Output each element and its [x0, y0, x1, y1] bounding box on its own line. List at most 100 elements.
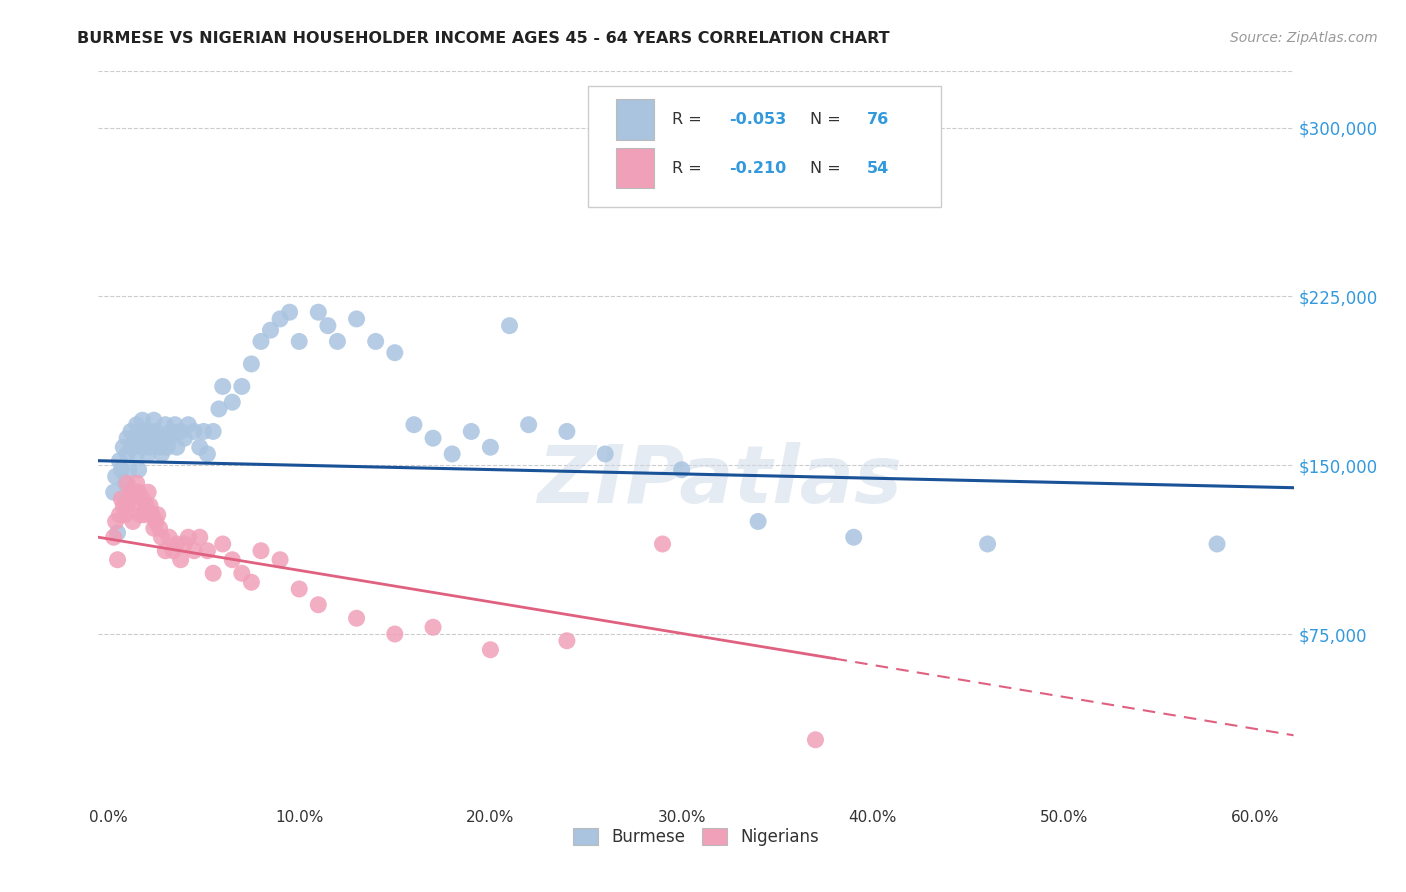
Point — [128, 463, 150, 477]
Point — [288, 334, 311, 349]
Point — [202, 425, 225, 439]
Text: N =: N = — [810, 112, 845, 127]
Point — [134, 508, 156, 522]
Point — [364, 334, 387, 349]
Text: -0.210: -0.210 — [730, 161, 787, 176]
Point — [211, 537, 233, 551]
Point — [498, 318, 520, 333]
Point — [136, 485, 159, 500]
Point — [231, 566, 253, 581]
Point — [460, 425, 482, 439]
Point — [240, 575, 263, 590]
Point — [146, 431, 169, 445]
Point — [145, 515, 167, 529]
Point — [145, 425, 167, 439]
Point — [1206, 537, 1229, 551]
Point — [112, 440, 135, 454]
Point — [139, 499, 162, 513]
Point — [269, 553, 291, 567]
Point — [197, 447, 219, 461]
Point — [183, 425, 205, 439]
Point — [114, 508, 136, 522]
Point — [188, 440, 211, 454]
Text: R =: R = — [672, 112, 707, 127]
Point — [555, 633, 578, 648]
FancyBboxPatch shape — [616, 148, 654, 188]
Point — [240, 357, 263, 371]
Point — [221, 553, 243, 567]
Text: BURMESE VS NIGERIAN HOUSEHOLDER INCOME AGES 45 - 64 YEARS CORRELATION CHART: BURMESE VS NIGERIAN HOUSEHOLDER INCOME A… — [77, 31, 890, 46]
Point — [103, 485, 125, 500]
Point — [177, 530, 200, 544]
Point — [103, 530, 125, 544]
Point — [107, 525, 129, 540]
Point — [131, 440, 153, 454]
Point — [135, 435, 157, 450]
Point — [651, 537, 673, 551]
Point — [115, 499, 138, 513]
Point — [555, 425, 578, 439]
Point — [141, 431, 163, 445]
Text: Source: ZipAtlas.com: Source: ZipAtlas.com — [1230, 31, 1378, 45]
Point — [121, 440, 143, 454]
Point — [120, 425, 142, 439]
Point — [150, 447, 173, 461]
Point — [124, 431, 146, 445]
Point — [166, 440, 188, 454]
Point — [259, 323, 281, 337]
Point — [163, 417, 186, 432]
Point — [169, 553, 191, 567]
Text: 54: 54 — [868, 161, 889, 176]
Point — [155, 543, 177, 558]
Point — [104, 515, 127, 529]
Point — [976, 537, 998, 551]
Point — [110, 491, 132, 506]
Point — [142, 521, 165, 535]
Point — [139, 440, 162, 454]
Point — [422, 620, 444, 634]
Point — [422, 431, 444, 445]
Point — [842, 530, 865, 544]
Point — [162, 543, 184, 558]
Point — [671, 463, 693, 477]
Point — [479, 440, 502, 454]
Text: 76: 76 — [868, 112, 889, 127]
Point — [107, 553, 129, 567]
Point — [231, 379, 253, 393]
Point — [149, 440, 172, 454]
Point — [142, 413, 165, 427]
Point — [173, 431, 195, 445]
Point — [146, 508, 169, 522]
Point — [479, 642, 502, 657]
Point — [269, 312, 291, 326]
Point — [384, 627, 406, 641]
Point — [125, 476, 148, 491]
Point — [346, 611, 368, 625]
Point — [157, 530, 180, 544]
Point — [108, 508, 131, 522]
Point — [136, 447, 159, 461]
Point — [112, 499, 135, 513]
Point — [288, 582, 311, 596]
Point — [208, 401, 231, 416]
Point — [110, 463, 132, 477]
Point — [150, 530, 173, 544]
Point — [326, 334, 349, 349]
Point — [129, 508, 152, 522]
Point — [221, 395, 243, 409]
Point — [307, 305, 329, 319]
Point — [197, 543, 219, 558]
Point — [188, 530, 211, 544]
Point — [115, 447, 138, 461]
Point — [149, 521, 172, 535]
Point — [402, 417, 425, 432]
Point — [128, 485, 150, 500]
Point — [139, 425, 162, 439]
Text: R =: R = — [672, 161, 707, 176]
Point — [278, 305, 301, 319]
Point — [118, 491, 141, 506]
Point — [384, 345, 406, 359]
Point — [128, 499, 150, 513]
Point — [156, 440, 179, 454]
Point — [128, 435, 150, 450]
